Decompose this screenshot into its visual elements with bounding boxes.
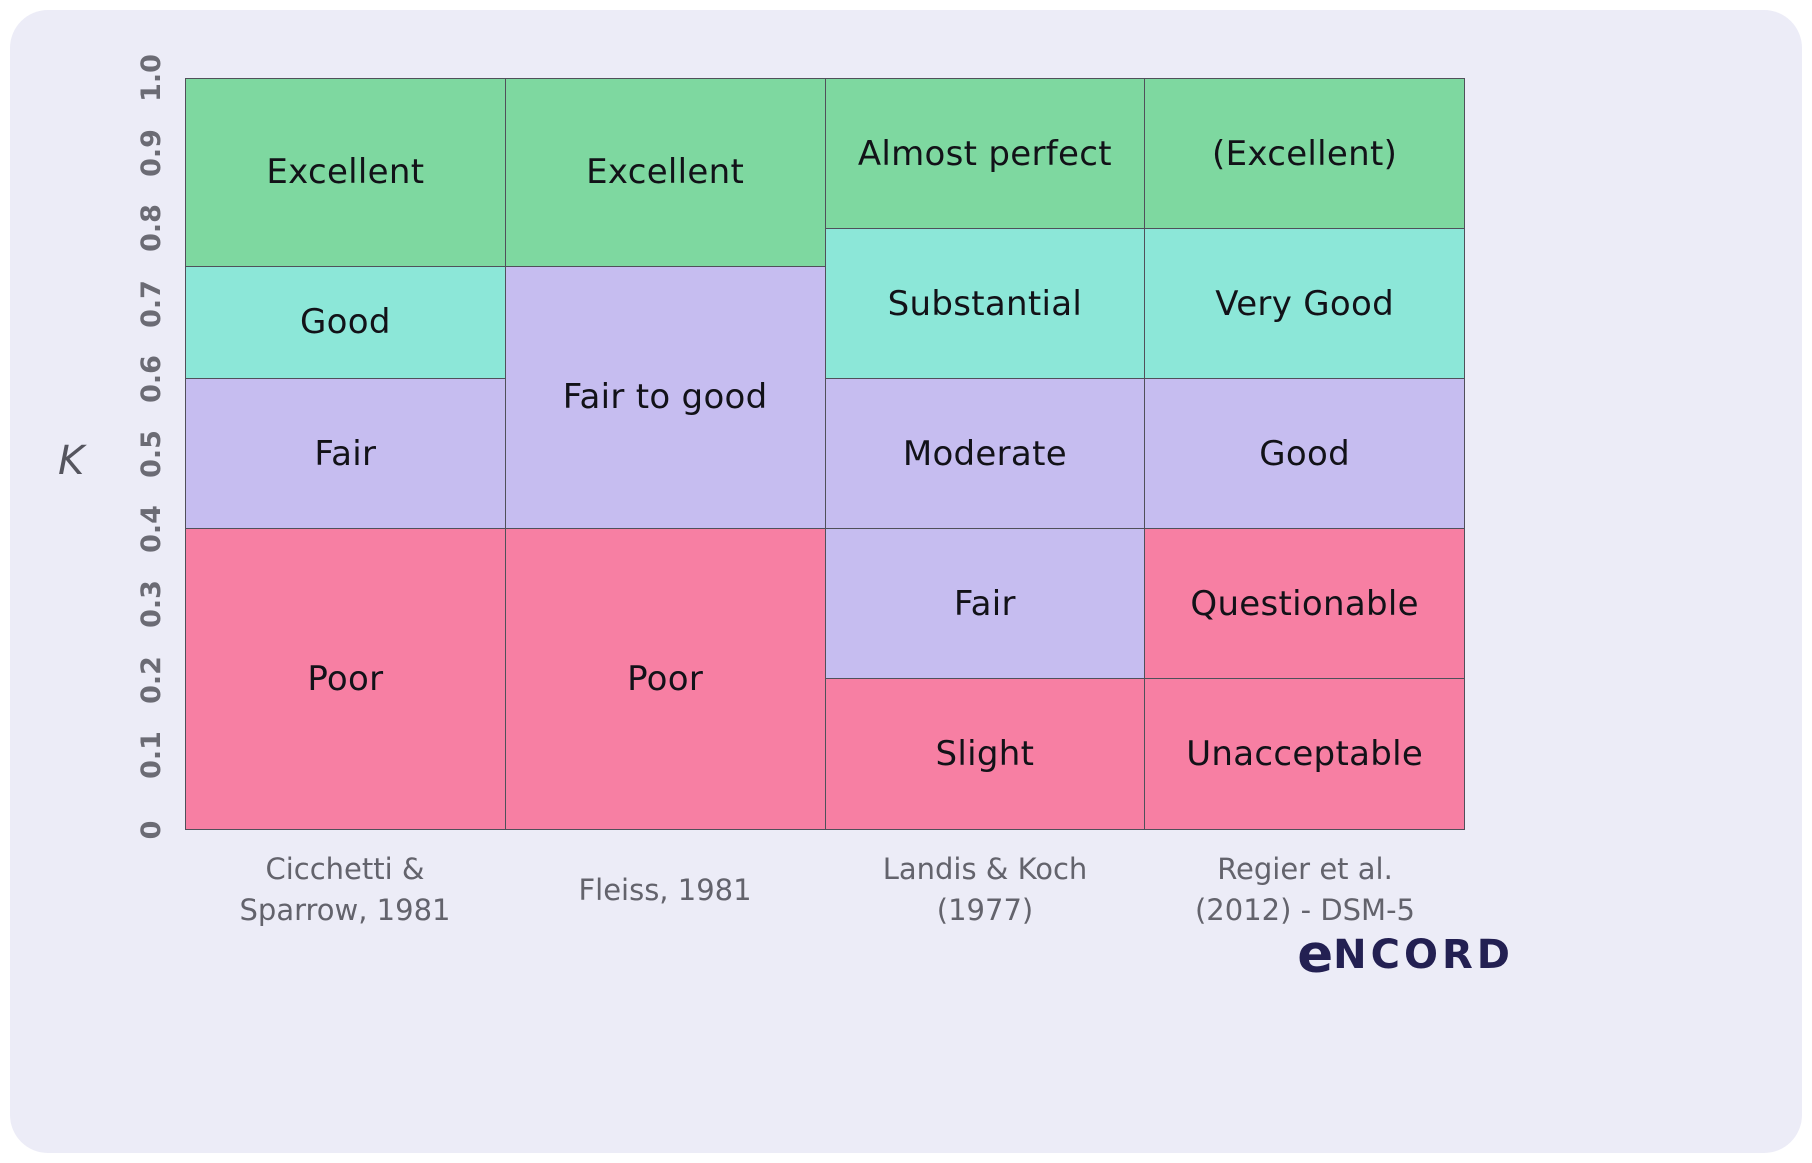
y-tick-label: 0 [135,820,167,840]
chart-cell: Good [186,266,505,379]
chart-cell-label: Excellent [586,152,745,193]
chart-cell: Slight [825,679,1145,829]
y-tick-label: 0.4 [135,505,167,554]
chart-cell-label: Good [1259,433,1350,474]
encord-logo-text: ncord [1333,931,1514,978]
chart-cell: Very Good [1145,229,1464,379]
x-axis-label: Cicchetti & Sparrow, 1981 [185,844,505,936]
y-tick-label: 0.3 [135,580,167,629]
chart-cell-label: Very Good [1215,283,1394,324]
chart-cell: Unacceptable [1145,679,1464,829]
chart-cell: Excellent [186,79,505,267]
chart-cell: Moderate [825,379,1145,529]
y-tick-label: 0.1 [135,730,167,779]
y-tick-label: 0.2 [135,655,167,704]
x-axis-labels: Cicchetti & Sparrow, 1981 Fleiss, 1981 Land… [185,844,1465,936]
chart-card: K 0 0.1 0.2 0.3 0.4 0.5 0.6 0.7 0.8 0.9 1.0 Excell… [10,10,1802,1153]
chart-cell: (Excellent) [1145,79,1464,229]
chart-cell-label: Good [300,302,391,343]
chart-cell-label: Questionable [1190,583,1419,624]
x-axis-label-line: Landis & Koch [882,852,1088,887]
chart-cell-label: (Excellent) [1212,133,1398,174]
chart-cell: Substantial [825,229,1145,379]
chart-cell-label: Substantial [887,283,1083,324]
chart-cell: Poor [505,529,825,829]
chart-cell-label: Moderate [902,433,1067,474]
encord-logo: e ncord [1297,928,1514,981]
chart-cell-label: Almost perfect [857,133,1112,174]
x-axis-label: Fleiss, 1981 [505,844,825,936]
x-axis-label-line: Cicchetti & [265,852,425,887]
chart-cell-label: Unacceptable [1186,734,1424,774]
chart-cell: Poor [186,529,505,829]
chart-cell-label: Fair [314,433,377,474]
chart-cell-label: Fair to good [562,377,768,418]
chart-cell-label: Slight [935,734,1035,774]
x-axis-label: Regier et al. (2012) - DSM-5 [1145,844,1465,936]
y-tick-label: 0.7 [135,279,167,328]
chart-cell-label: Fair [953,583,1016,624]
chart-column: Almost perfect Substantial Moderate Fair Sli… [825,79,1146,829]
chart-cell: Fair [825,529,1145,679]
x-axis-label-line: (1977) [936,893,1034,927]
chart-cell-label: Poor [627,659,704,699]
y-tick-label: 1.0 [135,54,167,102]
y-tick-label: 0.8 [135,204,167,253]
chart-cell-label: Poor [307,659,384,699]
encord-logo-e: e [1297,924,1334,985]
chart-column: Excellent Fair to good Poor [505,79,826,829]
chart-cell: Fair to good [505,266,825,529]
chart-cell-label: Excellent [266,152,425,193]
y-axis-title: K [58,438,85,484]
chart-cell: Good [1145,379,1464,529]
x-axis-label-line: Regier et al. [1217,852,1393,887]
x-axis-label-line: Sparrow, 1981 [239,893,451,927]
x-axis-label-line: (2012) - DSM-5 [1194,893,1415,927]
y-tick-label: 0.6 [135,354,167,403]
chart-cell: Questionable [1145,529,1464,679]
y-tick-label: 0.9 [135,129,167,178]
chart-column: (Excellent) Very Good Good Questionable Unac… [1145,79,1464,829]
x-axis-label: Landis & Koch (1977) [825,844,1145,936]
chart-cell: Almost perfect [825,79,1145,229]
chart-column: Excellent Good Fair Poor [186,79,506,829]
x-axis-label-line: Fleiss, 1981 [578,872,752,907]
y-axis-ticks: 0 0.1 0.2 0.3 0.4 0.5 0.6 0.7 0.8 0.9 1.0 [126,54,176,839]
kappa-interpretation-chart: Excellent Good Fair Poor Excellent Fair to go… [185,78,1465,830]
chart-cell: Fair [186,379,505,529]
y-tick-label: 0.5 [135,430,167,478]
chart-cell: Excellent [505,79,825,267]
